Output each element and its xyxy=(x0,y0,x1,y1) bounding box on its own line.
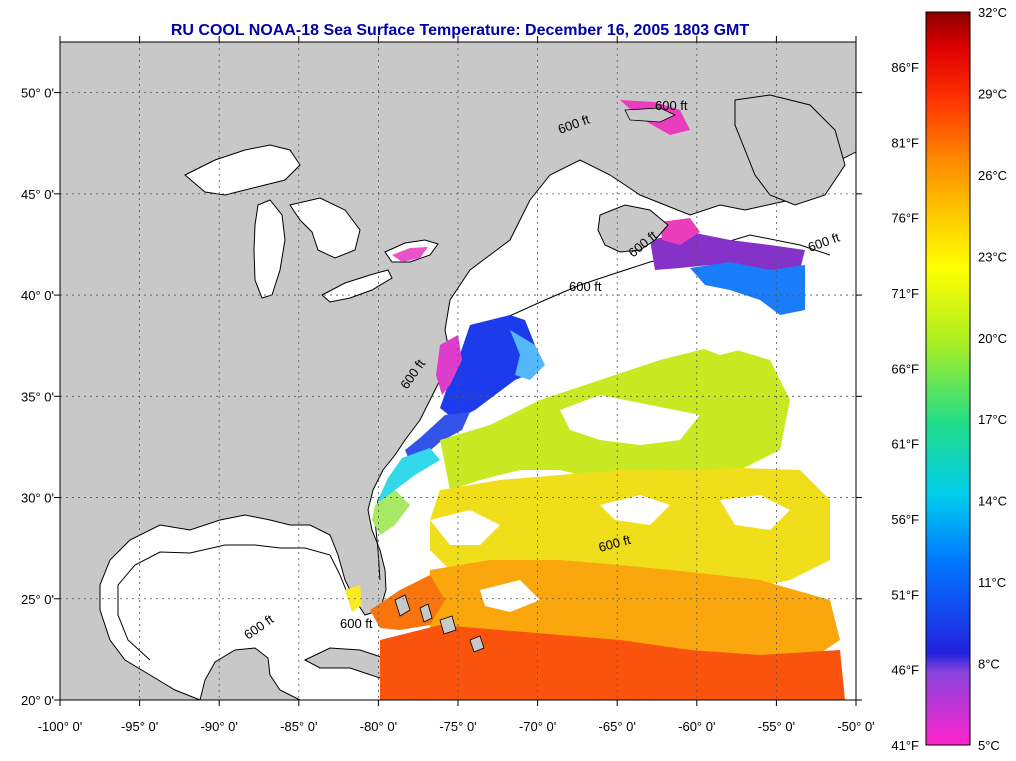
lake-erie xyxy=(321,269,393,303)
gulf-isobath xyxy=(117,544,351,661)
isobath-label: 600 ft xyxy=(340,616,373,631)
latitude-tick-label: 35° 0' xyxy=(21,389,54,404)
sst-cyan-midatlantic xyxy=(510,330,545,380)
sst-bay-pink xyxy=(436,335,462,395)
fahrenheit-tick-label: 41°F xyxy=(891,738,919,753)
fahrenheit-tick-label: 51°F xyxy=(891,587,919,602)
fahrenheit-tick-label: 81°F xyxy=(891,135,919,150)
lake-superior xyxy=(184,144,301,196)
latitude-tick-label: 30° 0' xyxy=(21,491,54,506)
longitude-tick-label: -60° 0' xyxy=(678,719,715,734)
fahrenheit-tick-label: 56°F xyxy=(891,512,919,527)
celsius-labels: 32°C 29°C 26°C 23°C 20°C 17°C 14°C 11°C 8°C 5°C xyxy=(978,5,1007,753)
fahrenheit-tick-label: 86°F xyxy=(891,60,919,75)
sst-carolina-blue xyxy=(405,412,470,462)
longitude-labels: -100° 0' -95° 0' -90° 0' -85° 0' -80° 0' -75°… xyxy=(38,719,875,734)
latitude-tick-label: 45° 0' xyxy=(21,187,54,202)
sst-subtropical-yellow xyxy=(430,468,830,590)
celsius-tick-label: 14°C xyxy=(978,494,1007,509)
latitude-tick-label: 50° 0' xyxy=(21,86,54,101)
longitude-tick-label: -65° 0' xyxy=(599,719,636,734)
anticosti-island xyxy=(624,107,676,123)
sst-data-layer xyxy=(345,100,845,700)
latitude-tick-label: 40° 0' xyxy=(21,288,54,303)
fahrenheit-tick-label: 61°F xyxy=(891,437,919,452)
sst-gulf-maine-purple xyxy=(650,232,805,275)
longitude-tick-label: -55° 0' xyxy=(758,719,795,734)
sst-carolina-cyan xyxy=(378,448,440,505)
bahamas-islands xyxy=(394,594,485,653)
newfoundland-land xyxy=(734,94,846,206)
fahrenheit-tick-label: 71°F xyxy=(891,286,919,301)
fahrenheit-tick-label: 76°F xyxy=(891,211,919,226)
yucatan-land xyxy=(199,647,301,700)
celsius-tick-label: 8°C xyxy=(978,657,1000,672)
longitude-tick-label: -70° 0' xyxy=(519,719,556,734)
nova-scotia-land xyxy=(597,204,669,253)
latitude-tick-label: 25° 0' xyxy=(21,592,54,607)
colorbar xyxy=(925,11,971,746)
fahrenheit-tick-label: 66°F xyxy=(891,361,919,376)
axis-ticks xyxy=(54,36,862,706)
graticule xyxy=(60,42,856,700)
celsius-tick-label: 29°C xyxy=(978,86,1007,101)
celsius-tick-label: 23°C xyxy=(978,249,1007,264)
sst-lake-ontario-pink xyxy=(392,247,428,262)
sst-caribbean-red xyxy=(380,625,845,700)
sst-georgia-green xyxy=(372,490,410,535)
longitude-tick-label: -50° 0' xyxy=(837,719,874,734)
isobath-label: 600 ft xyxy=(569,279,602,294)
longitude-tick-label: -100° 0' xyxy=(38,719,83,734)
celsius-tick-label: 32°C xyxy=(978,5,1007,20)
isobath-label: 600 ft xyxy=(655,98,688,113)
celsius-tick-label: 17°C xyxy=(978,412,1007,427)
longitude-tick-label: -75° 0' xyxy=(439,719,476,734)
sst-cape-breton-pink xyxy=(660,218,700,245)
longitude-tick-label: -90° 0' xyxy=(201,719,238,734)
cloud-mask xyxy=(430,290,790,612)
celsius-tick-label: 11°C xyxy=(978,575,1006,590)
latitude-labels: 20° 0' 25° 0' 30° 0' 35° 0' 40° 0' 45° 0' 50° … xyxy=(21,86,54,708)
longitude-tick-label: -85° 0' xyxy=(280,719,317,734)
fahrenheit-labels: 86°F 81°F 76°F 71°F 66°F 61°F 56°F 51°F 46°F 41°F xyxy=(891,60,919,753)
longitude-tick-label: -95° 0' xyxy=(121,719,158,734)
celsius-tick-label: 26°C xyxy=(978,168,1007,183)
map-title: RU COOL NOAA-18 Sea Surface Temperature:… xyxy=(170,22,750,39)
sst-gulf-yellow xyxy=(345,585,362,612)
celsius-tick-label: 5°C xyxy=(978,738,1000,753)
longitude-tick-label: -80° 0' xyxy=(360,719,397,734)
celsius-tick-label: 20°C xyxy=(978,331,1007,346)
fahrenheit-tick-label: 46°F xyxy=(891,663,919,678)
latitude-tick-label: 20° 0' xyxy=(21,693,54,708)
lake-huron xyxy=(289,197,361,259)
